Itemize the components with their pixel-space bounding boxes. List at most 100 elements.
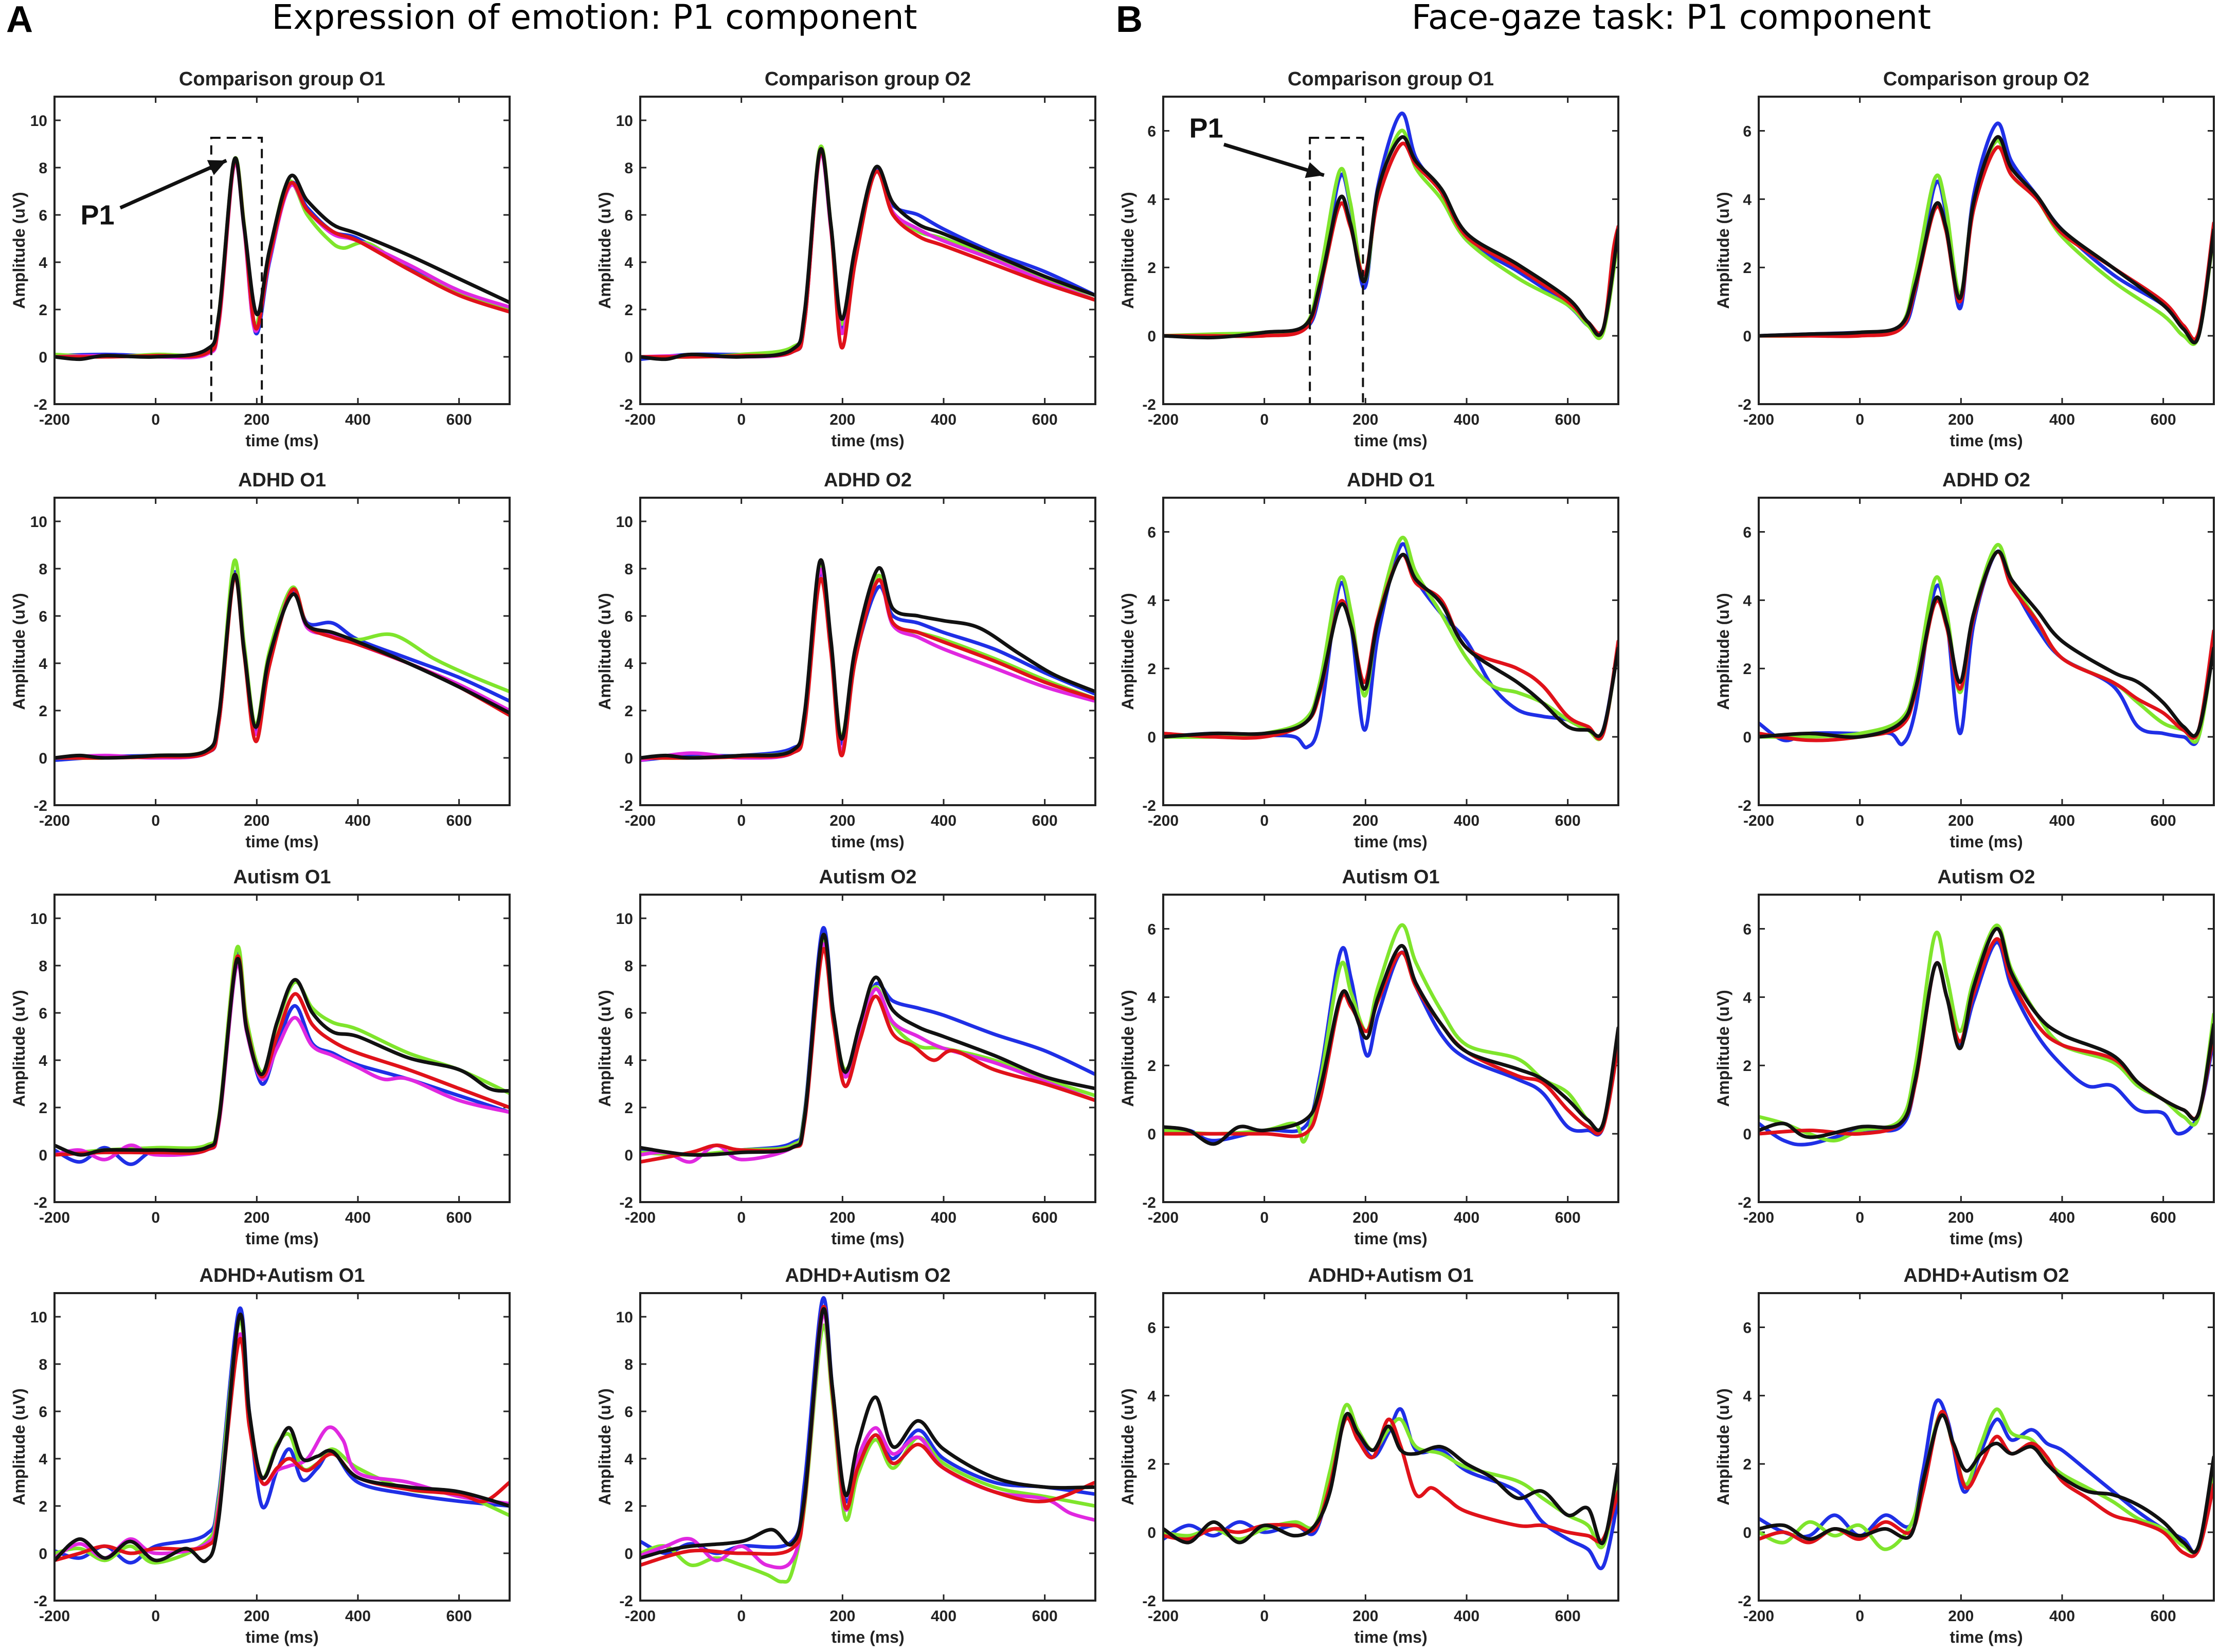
chart-title: ADHD O1 (238, 469, 326, 491)
y-tick-label: 2 (624, 1100, 633, 1117)
chart-a-autism-o1: Autism O1 -2 0 2 4 6 8 10 -200 0 200 400 600 time (ms… (10, 866, 511, 1248)
y-tick-label: 4 (1147, 592, 1156, 609)
y-tick-label: 10 (616, 113, 633, 130)
x-tick-label: 400 (931, 812, 956, 829)
series-line-blue (1163, 946, 1618, 1142)
series-line-black (1163, 1412, 1618, 1546)
x-axis-label: time (ms) (245, 1229, 318, 1248)
x-tick-label: 400 (345, 812, 371, 829)
y-tick-label: -2 (1142, 396, 1156, 413)
y-tick-label: 4 (624, 1451, 633, 1468)
series-line-green (1163, 535, 1618, 741)
plot-frame (1758, 96, 2215, 405)
y-tick-label: 4 (624, 255, 633, 271)
x-tick-label: -200 (1743, 1209, 1774, 1226)
y-tick-label: -2 (33, 396, 47, 413)
y-tick-label: 0 (624, 1147, 633, 1164)
x-tick-label: 0 (737, 812, 746, 829)
x-tick-label: 400 (345, 1209, 371, 1226)
y-tick-label: 4 (1147, 1388, 1156, 1405)
series-line-black (1759, 550, 2214, 739)
plot-frame (53, 894, 511, 1203)
plot-area (1163, 895, 1618, 1202)
chart-title: ADHD O2 (824, 469, 912, 491)
x-axis-label: time (ms) (831, 1628, 904, 1646)
y-tick-label: -2 (1142, 1593, 1156, 1610)
x-tick-label: 400 (2049, 1209, 2075, 1226)
series-line-black (640, 147, 1095, 361)
y-tick-label: 4 (1743, 1388, 1752, 1405)
x-tick-label: -200 (625, 411, 656, 428)
y-tick-label: 2 (1147, 661, 1156, 678)
y-tick-label: 6 (1147, 921, 1156, 938)
series-group (640, 144, 1095, 361)
x-tick-label: -200 (1148, 1209, 1179, 1226)
series-line-black (55, 572, 510, 760)
y-axis-label: Amplitude (uV) (595, 990, 614, 1107)
y-tick-label: 0 (1147, 729, 1156, 746)
x-tick-label: 400 (1454, 1209, 1479, 1226)
x-tick-label: 0 (1855, 1608, 1864, 1625)
y-tick-label: 6 (624, 1005, 633, 1022)
p1-label: P1 (1189, 113, 1223, 144)
x-tick-label: 600 (2151, 1209, 2176, 1226)
y-tick-label: 10 (30, 514, 47, 531)
y-tick-label: 6 (39, 1005, 47, 1022)
y-tick-label: 2 (1743, 1456, 1752, 1473)
y-tick-label: 6 (1743, 123, 1752, 140)
chart-title: ADHD+Autism O2 (785, 1265, 951, 1286)
x-tick-label: 0 (737, 1608, 746, 1625)
y-tick-label: 2 (1147, 1456, 1156, 1473)
chart-title: Autism O2 (819, 866, 916, 888)
x-tick-label: 600 (1032, 411, 1058, 428)
series-line-red (1759, 145, 2214, 341)
x-axis-label: time (ms) (1354, 431, 1427, 450)
series-group (1759, 923, 2214, 1147)
plot-frame (1162, 894, 1619, 1203)
x-tick-label: 400 (931, 411, 956, 428)
y-axis-label: Amplitude (uV) (1118, 593, 1137, 710)
series-line-red (1759, 1409, 2214, 1558)
series-line-green (1759, 1407, 2214, 1554)
chart-b-comparison-group-o2: Comparison group O2 -2 0 2 4 6 -200 0 200 400 600 t… (1714, 68, 2215, 450)
x-tick-label: 400 (1454, 812, 1479, 829)
y-tick-label: -2 (619, 797, 633, 814)
plot-area (1163, 1293, 1618, 1601)
plot-frame (1758, 497, 2215, 806)
y-tick-label: 8 (624, 561, 633, 578)
series-group (640, 926, 1095, 1164)
x-axis-label: time (ms) (1950, 1229, 2023, 1248)
x-tick-label: 200 (1948, 812, 1974, 829)
y-tick-label: 8 (39, 561, 47, 578)
series-line-red (1163, 951, 1618, 1138)
chart-a-comparison-group-o2: Comparison group O2 -2 0 2 4 6 8 10 -200 0 200 400 6… (595, 68, 1096, 450)
x-tick-label: 0 (1855, 411, 1864, 428)
series-group (1759, 543, 2214, 747)
y-tick-label: 2 (39, 1100, 47, 1117)
x-tick-label: 200 (1352, 411, 1378, 428)
y-tick-label: 2 (1743, 260, 1752, 277)
y-tick-label: 0 (624, 349, 633, 366)
y-tick-label: 0 (1743, 1524, 1752, 1541)
x-tick-label: 0 (151, 1209, 160, 1226)
chart-title: Autism O2 (1937, 866, 2035, 888)
chart-b-adhd-o1: ADHD O1 -2 0 2 4 6 -200 0 200 400 600 time (ms) Ampl… (1118, 469, 1619, 851)
series-group (55, 156, 510, 361)
series-line-blue (640, 570, 1095, 763)
chart-title: Comparison group O1 (1288, 68, 1494, 90)
y-tick-label: 4 (39, 255, 47, 271)
x-tick-label: 600 (2151, 812, 2176, 829)
x-tick-label: 0 (1260, 812, 1269, 829)
p1-arrow-head (1305, 162, 1324, 178)
x-tick-label: 200 (1948, 411, 1974, 428)
p1-arrow-shaft (119, 159, 227, 210)
y-tick-label: -2 (1142, 1194, 1156, 1211)
x-tick-label: 200 (829, 411, 855, 428)
y-tick-label: 6 (1147, 524, 1156, 541)
y-axis-label: Amplitude (uV) (1714, 990, 1732, 1107)
x-tick-label: -200 (1743, 1608, 1774, 1625)
y-tick-label: -2 (33, 1593, 47, 1610)
plot-frame (639, 894, 1096, 1203)
x-tick-label: 200 (244, 411, 269, 428)
x-tick-label: -200 (1148, 411, 1179, 428)
